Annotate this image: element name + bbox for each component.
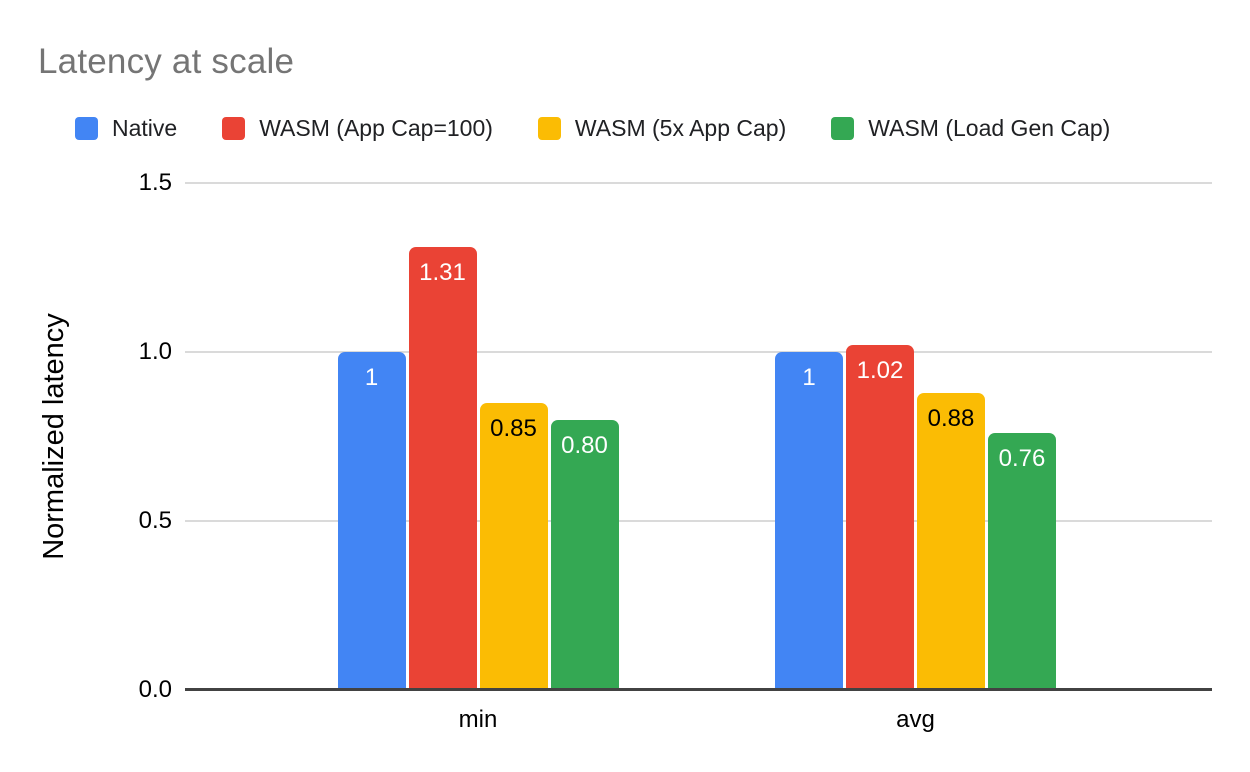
y-axis-title-text: Normalized latency	[37, 313, 70, 560]
legend-item-wasm-load-gen-cap: WASM (Load Gen Cap)	[831, 115, 1110, 142]
y-axis-title: Normalized latency	[34, 183, 74, 690]
bar-value-label: 1.02	[856, 357, 904, 385]
bar-min-series-0: 1	[337, 352, 406, 690]
bar-avg-series-1: 1.02	[846, 345, 914, 690]
bar-value-label: 1	[364, 364, 379, 391]
bar-min-series-3: 0.80	[550, 419, 619, 690]
gridline-y-1.0	[185, 351, 1212, 353]
legend-label-wasm-5x-app-cap: WASM (5x App Cap)	[574, 115, 787, 141]
gridline-y-1.5	[185, 182, 1212, 184]
legend-item-wasm-app-cap-100: WASM (App Cap=100)	[222, 115, 493, 142]
legend-label-wasm-app-cap-100: WASM (App Cap=100)	[259, 115, 493, 141]
x-category-label-avg: avg	[896, 706, 935, 733]
legend-swatch-wasm-app-cap-100	[222, 117, 246, 140]
y-tick-label-0.0: 0.0	[138, 676, 172, 703]
bar-min-series-1: 1.31	[408, 247, 477, 690]
bar-value-label: 0.76	[998, 445, 1046, 473]
y-tick-label-1.0: 1.0	[138, 338, 172, 365]
legend-swatch-wasm-load-gen-cap	[831, 117, 855, 140]
y-tick-label-1.5: 1.5	[138, 169, 172, 196]
chart-title: Latency at scale	[38, 42, 295, 81]
legend-item-native: Native	[75, 115, 177, 142]
bar-value-label: 1	[802, 364, 816, 391]
bar-value-label: 1.31	[419, 259, 466, 287]
legend-label-wasm-load-gen-cap: WASM (Load Gen Cap)	[868, 115, 1111, 141]
legend-item-wasm-5x-app-cap: WASM (5x App Cap)	[537, 115, 787, 142]
legend-label-native: Native	[112, 115, 178, 141]
legend-swatch-wasm-5x-app-cap	[537, 117, 561, 140]
bar-avg-series-3: 0.76	[988, 433, 1056, 690]
legend-swatch-native	[75, 117, 98, 140]
bar-value-label: 0.80	[561, 431, 608, 459]
gridline-y-0.5	[185, 520, 1212, 522]
y-tick-label-0.5: 0.5	[138, 507, 172, 534]
bar-avg-series-0: 1	[775, 352, 843, 690]
legend: Native WASM (App Cap=100) WASM (5x App C…	[75, 115, 1110, 142]
bar-avg-series-2: 0.88	[917, 392, 985, 690]
bar-value-label: 0.85	[490, 414, 537, 442]
bar-value-label: 0.88	[927, 404, 975, 432]
plot-area: 1 1.31 0.85 0.80 1 1.02 0.88 0.76	[185, 182, 1212, 691]
x-category-label-min: min	[458, 706, 498, 733]
x-axis-line	[185, 688, 1212, 691]
bar-min-series-2: 0.85	[479, 402, 548, 690]
